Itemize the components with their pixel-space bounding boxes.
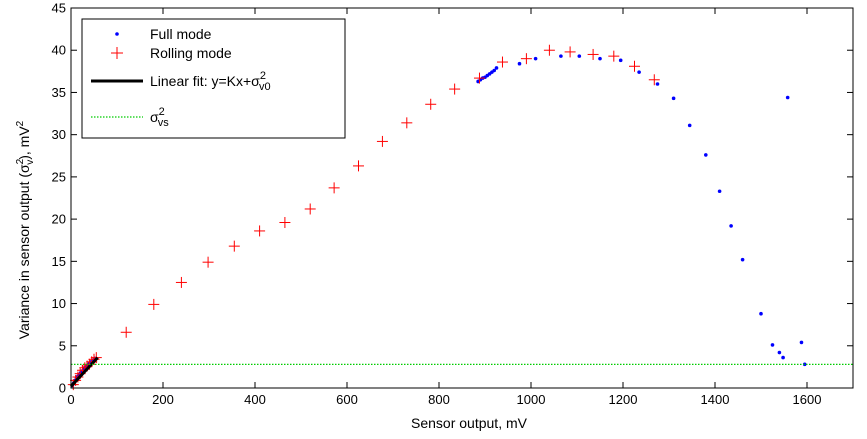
x-tick-label: 1600 — [793, 392, 822, 407]
full-mode-point — [777, 350, 782, 355]
axes: 0 200 400 600 800 1000 1200 1400 1600 0 5 10 15 20 25 3… — [52, 1, 854, 407]
rolling-mode-point — [376, 135, 388, 147]
full-mode-point — [492, 68, 497, 73]
y-tick-label: 30 — [52, 127, 66, 142]
rolling-mode-point — [304, 203, 316, 215]
full-mode-point — [740, 257, 745, 262]
rolling-mode-point — [496, 56, 508, 68]
rolling-mode-point — [608, 50, 620, 62]
full-mode-point — [770, 343, 775, 347]
rolling-mode-point — [629, 60, 640, 72]
legend-label-vs: σ2 vs — [150, 106, 169, 129]
full-mode-point — [655, 82, 660, 86]
full-mode-point — [577, 54, 582, 58]
full-mode-point — [799, 340, 804, 345]
x-tick-label: 0 — [67, 392, 74, 407]
full-mode-point — [704, 153, 708, 157]
y-tick-label: 10 — [52, 296, 66, 311]
rolling-mode-point — [401, 117, 413, 129]
rolling-mode-point — [148, 298, 160, 310]
rolling-mode-point — [449, 83, 461, 95]
legend-label-full: Full mode — [150, 26, 212, 42]
y-tick-label: 45 — [52, 1, 66, 16]
full-mode-point — [494, 66, 499, 70]
x-axis-label: Sensor output, mV — [411, 415, 528, 431]
full-mode-point — [598, 56, 602, 61]
x-tick-label: 200 — [152, 392, 174, 407]
legend-entry-vs: σ2 vs — [91, 106, 169, 129]
rolling-mode-point — [328, 182, 340, 194]
rolling-mode-point — [279, 216, 291, 228]
rolling-mode-point — [473, 72, 485, 84]
full-mode-point — [759, 311, 763, 316]
legend-marker-full — [115, 32, 119, 36]
legend-label-rolling: Rolling mode — [150, 45, 232, 61]
rolling-mode-point — [202, 256, 214, 268]
rolling-mode-point — [175, 276, 187, 288]
full-mode-point — [637, 70, 641, 74]
y-tick-label: 40 — [52, 43, 66, 58]
y-tick-label: 0 — [59, 381, 66, 396]
legend-entry-rolling: Rolling mode — [111, 45, 232, 61]
y-tick-label: 5 — [59, 338, 66, 353]
rolling-mode-point — [564, 46, 576, 58]
y-tick-label: 20 — [52, 212, 66, 227]
full-mode-point — [785, 95, 790, 100]
x-tick-label: 1000 — [517, 392, 546, 407]
rolling-mode-point — [120, 326, 132, 338]
x-tick-label: 400 — [244, 392, 266, 407]
full-mode-point — [618, 58, 623, 63]
rolling-mode-point — [543, 44, 555, 56]
x-tick-label: 1200 — [609, 392, 638, 407]
full-mode-point — [671, 96, 676, 101]
plot-frame — [70, 7, 854, 389]
full-mode-point — [687, 123, 692, 128]
legend: Full mode Rolling mode Linear fit: y=Kx+… — [81, 18, 346, 139]
full-mode-point — [533, 56, 538, 61]
full-mode-point — [802, 362, 807, 367]
full-mode-point — [517, 61, 522, 66]
x-tick-label: 800 — [428, 392, 450, 407]
full-mode-point — [717, 189, 722, 194]
rolling-mode-point — [587, 48, 599, 60]
rolling-mode-point — [425, 98, 437, 110]
full-mode-point — [781, 355, 785, 360]
full-mode-point — [559, 54, 563, 58]
x-tick-label: 600 — [336, 392, 358, 407]
y-tick-label: 25 — [52, 169, 66, 184]
legend-label-fit: Linear fit: y=Kx+σ2 v0 — [150, 70, 271, 93]
y-axis-label: Variance in sensor output (σ2v), mV2 — [15, 120, 36, 339]
rolling-mode-point — [228, 240, 240, 252]
x-tick-label: 1400 — [701, 392, 730, 407]
y-tick-label: 15 — [52, 254, 66, 269]
rolling-mode-point — [520, 53, 532, 65]
rolling-mode-point — [648, 74, 660, 86]
legend-box — [81, 18, 346, 139]
linear-fit-line — [69, 356, 99, 388]
full-mode-point — [729, 224, 733, 228]
y-tick-label: 35 — [52, 85, 66, 100]
rolling-mode-point — [254, 225, 266, 237]
legend-entry-full: Full mode — [115, 26, 212, 42]
rolling-mode-point — [353, 160, 364, 172]
legend-entry-fit: Linear fit: y=Kx+σ2 v0 — [91, 70, 271, 93]
